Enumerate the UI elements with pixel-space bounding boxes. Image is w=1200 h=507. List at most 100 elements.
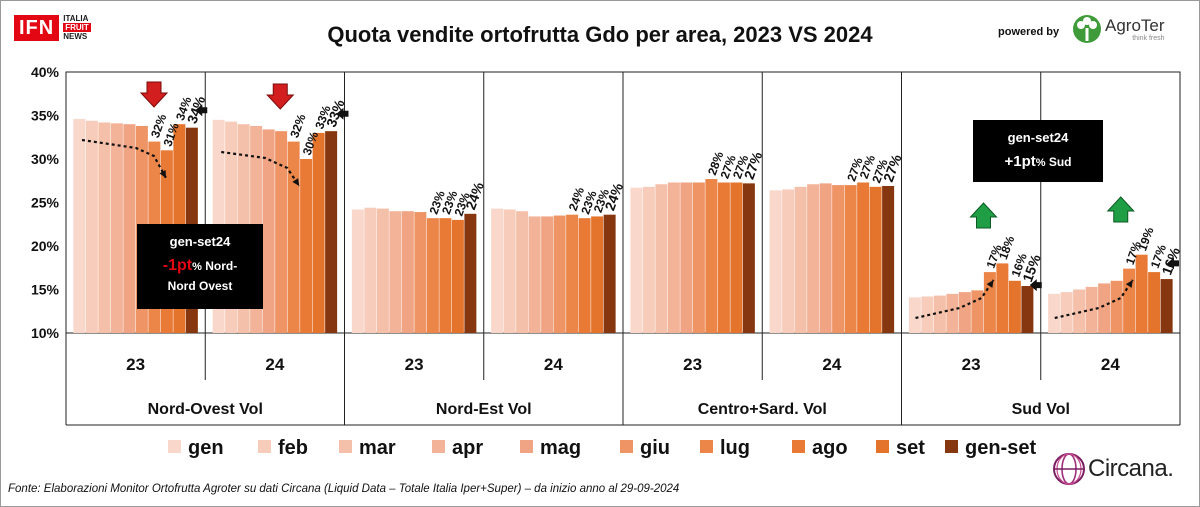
bar (73, 118, 86, 333)
bar (1148, 272, 1161, 333)
y-tick-label: 10% (31, 325, 60, 341)
bar (832, 185, 845, 333)
x-tick-label: 23 (683, 355, 702, 374)
legend-swatch (520, 440, 533, 453)
bar (451, 219, 464, 333)
annotation-title: gen-set24 (170, 234, 231, 249)
bar (262, 129, 275, 333)
bar (325, 131, 338, 333)
data-label: 24% (462, 180, 487, 212)
bar (300, 159, 313, 333)
ifn-logo-sub-line: ITALIA (63, 14, 89, 23)
bar (516, 211, 529, 333)
trend-line (915, 279, 995, 320)
x-tick-label: 23 (126, 355, 145, 374)
annotation-delta: +1pt (1004, 153, 1035, 170)
bar (98, 122, 111, 334)
chart-title: Quota vendite ortofrutta Gdo per area, 2… (327, 22, 873, 47)
legend-label: apr (452, 437, 483, 459)
bar (123, 124, 136, 333)
legend-swatch (432, 440, 445, 453)
bar (933, 295, 946, 333)
x-tick-label: 24 (265, 355, 284, 374)
source-note: Fonte: Elaborazioni Monitor Ortofrutta A… (8, 483, 680, 495)
legend-label: gen-set (965, 437, 1036, 459)
bar (591, 216, 604, 333)
x-tick-label: 24 (822, 355, 841, 374)
annotation-box-nord-ovest (137, 224, 263, 309)
agroter-wordmark: AgroTer (1105, 15, 1165, 35)
trend-line (1054, 279, 1134, 320)
bar (1021, 286, 1034, 333)
bar (401, 211, 414, 333)
bar (844, 185, 857, 333)
bar (857, 182, 870, 333)
legend-swatch (339, 440, 352, 453)
area-label: Nord-Est Vol (436, 401, 532, 418)
data-label: 27% (741, 149, 766, 181)
bar (1073, 289, 1086, 333)
bar (1135, 254, 1148, 333)
y-tick-label: 20% (31, 238, 60, 254)
bar (439, 218, 452, 333)
bar (655, 184, 668, 333)
down-arrow-icon (266, 83, 295, 110)
area-label: Centro+Sard. Vol (698, 401, 827, 418)
annotation-value: +1pt% Sud (1004, 153, 1071, 170)
trend-arrowhead (986, 280, 994, 288)
bar (287, 141, 300, 333)
data-label: 27% (880, 152, 905, 184)
x-tick-label: 24 (1101, 355, 1120, 374)
bar (1110, 280, 1123, 333)
legend-label: feb (278, 437, 308, 459)
legend-swatch (792, 440, 805, 453)
bar (642, 186, 655, 333)
ifn-logo-sub-line: NEWS (63, 32, 88, 41)
bar (85, 120, 98, 333)
legend-swatch (258, 440, 271, 453)
annotation-box-sud (973, 120, 1103, 182)
agroter-tagline: think fresh (1132, 34, 1165, 42)
bar (983, 272, 996, 333)
legend-label: mag (540, 437, 581, 459)
legend-label: gen (188, 437, 224, 459)
bar (769, 190, 782, 333)
legend-label: set (896, 437, 925, 459)
y-tick-label: 40% (31, 64, 60, 80)
circana-wordmark: Circana. (1088, 455, 1174, 482)
bar (426, 218, 439, 333)
trend-arrowhead (1125, 280, 1133, 288)
legend-swatch (700, 440, 713, 453)
up-arrow-icon (969, 202, 998, 229)
up-arrow-icon (1106, 196, 1135, 223)
bar (1098, 283, 1111, 333)
bar (908, 297, 921, 333)
down-arrow-icon (139, 81, 169, 108)
pointer-arrow-icon (1029, 279, 1042, 292)
annotation-value: -1pt% Nord- (163, 257, 237, 274)
bar (491, 208, 504, 333)
bar (553, 215, 566, 333)
bar (794, 186, 807, 333)
bar (603, 214, 616, 333)
bar (1048, 293, 1061, 333)
legend-swatch (945, 440, 958, 453)
bar (971, 290, 984, 333)
ifn-logo-sub-line: FRUIT (63, 23, 91, 32)
annotation-title: gen-set24 (1008, 130, 1069, 145)
bar (630, 187, 643, 333)
bar (414, 212, 427, 333)
bar (110, 123, 123, 333)
bar (667, 182, 680, 333)
area-label: Nord-Ovest Vol (148, 401, 263, 418)
bar (958, 292, 971, 333)
y-tick-label: 15% (31, 282, 60, 298)
annotation-unit: % (1036, 157, 1046, 169)
bar (364, 207, 377, 333)
bar (578, 218, 591, 333)
trend-arrowhead (159, 170, 166, 178)
area-label: Sud Vol (1012, 401, 1070, 418)
pointer-arrow-icon (195, 104, 208, 117)
annotation-area: Sud (1046, 155, 1072, 169)
